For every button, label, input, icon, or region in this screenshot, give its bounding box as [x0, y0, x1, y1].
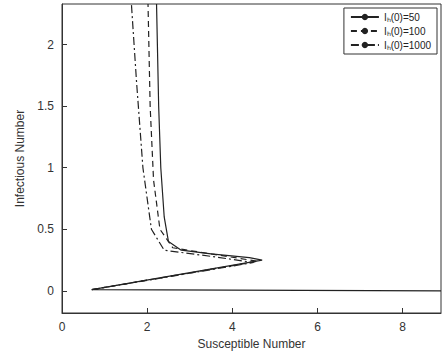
svg-text:1.5: 1.5	[37, 99, 54, 113]
svg-text:Iₕ(0)=1000: Iₕ(0)=1000	[384, 40, 432, 51]
svg-text:6: 6	[314, 320, 321, 334]
svg-text:2: 2	[47, 38, 54, 52]
svg-text:0: 0	[59, 320, 66, 334]
svg-text:1: 1	[47, 161, 54, 175]
svg-text:2: 2	[144, 320, 151, 334]
svg-text:Infectious Number: Infectious Number	[13, 110, 27, 207]
svg-text:Iₕ(0)=100: Iₕ(0)=100	[384, 26, 426, 37]
svg-text:4: 4	[229, 320, 236, 334]
svg-text:0: 0	[47, 284, 54, 298]
svg-text:8: 8	[399, 320, 406, 334]
svg-text:0.5: 0.5	[37, 222, 54, 236]
svg-text:Iₕ(0)=50: Iₕ(0)=50	[384, 12, 420, 23]
svg-text:Susceptible Number: Susceptible Number	[197, 337, 305, 351]
